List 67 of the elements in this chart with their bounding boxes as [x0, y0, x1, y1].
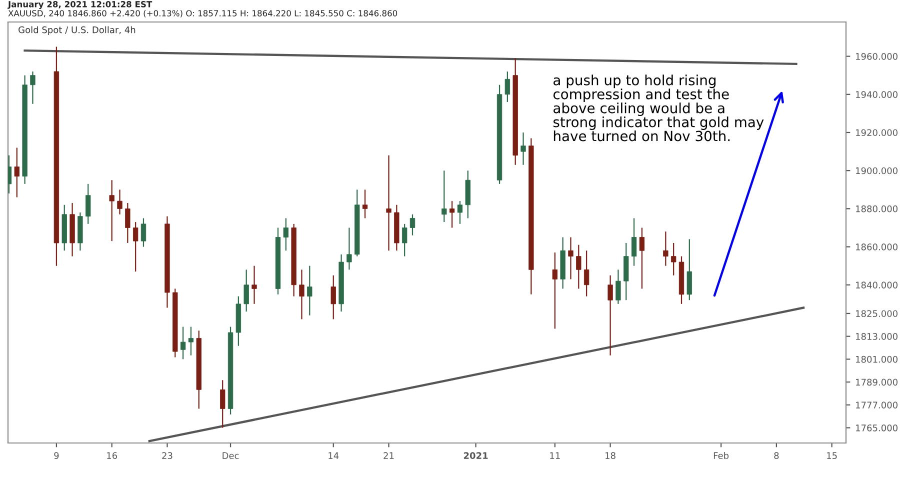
- x-tick-label: 16: [107, 452, 118, 460]
- x-tick-label: 8: [774, 452, 779, 460]
- candlestick: [568, 236, 574, 280]
- candlestick: [180, 326, 186, 360]
- y-tick-label: 1920.000: [856, 129, 898, 136]
- y-tick-label: 1777.000: [856, 402, 898, 408]
- y-tick-label: 1813.000: [856, 333, 898, 340]
- chart-subtitle: XAUUSD, 240 1846.860 +2.420 (+0.13%) O: 1857.115 H: 1864.220 L: 1845.550 C: 1846.860: [8, 10, 398, 18]
- candlestick: [608, 274, 613, 356]
- candlestick: [584, 250, 590, 297]
- text: January 28, 2021 12:01:28 EST: [8, 1, 152, 10]
- candlestick: [410, 214, 416, 236]
- y-tick-label: 1840.000: [856, 282, 898, 288]
- candlestick: [132, 221, 138, 272]
- candlestick: [30, 70, 36, 104]
- chart-title: Gold Spot / U.S. Dollar, 4h: [18, 26, 136, 35]
- candlestick: [307, 265, 312, 316]
- x-tick-label: 21: [384, 452, 394, 459]
- candlestick: [188, 326, 194, 356]
- candlestick: [386, 154, 392, 252]
- candlestick: [631, 218, 637, 266]
- candlestick: [362, 189, 368, 219]
- candlestick: [671, 242, 676, 276]
- candlestick: [552, 252, 558, 330]
- candlestick: [442, 170, 447, 223]
- x-tick-label: 18: [606, 452, 616, 460]
- candlestick: [346, 227, 352, 270]
- candlestick: [504, 70, 510, 103]
- candlestick: [449, 200, 455, 228]
- x-tick-label: 23: [162, 452, 172, 460]
- candlestick: [125, 202, 130, 244]
- candlestick: [663, 230, 668, 266]
- candlestick: [283, 218, 288, 252]
- candlestick: [616, 269, 621, 304]
- candlestick: [86, 183, 91, 224]
- y-tick-label: 1801.000: [856, 356, 898, 363]
- candlestick: [14, 147, 20, 198]
- y-tick-label: 1960.000: [856, 53, 898, 60]
- y-tick-label: 1900.000: [856, 167, 898, 174]
- candlestick: [457, 200, 463, 224]
- candlestick: [140, 218, 146, 248]
- candlestick: [686, 238, 692, 301]
- candlestick: [220, 380, 226, 428]
- y-tick-label: 1940.000: [856, 91, 898, 98]
- x-tick-label: 2021: [464, 452, 488, 460]
- x-tick-label: 9: [54, 452, 59, 460]
- y-tick-label: 1860.000: [856, 244, 898, 250]
- candlestick: [576, 244, 582, 290]
- candlestick: [244, 269, 249, 312]
- annotation: a push up to hold rising compression and test the above ceiling would be a strong indicator that gold may have turned on Nov 30th.: [553, 74, 764, 142]
- candlestick: [117, 189, 122, 215]
- candlestick: [109, 180, 114, 242]
- candlestick: [299, 269, 304, 320]
- y-tick-label: 1880.000: [856, 205, 898, 212]
- candlestick: [639, 227, 645, 290]
- x-tick-label: 14: [328, 452, 339, 459]
- candlestick: [520, 132, 526, 166]
- y-tick-label: 1825.000: [856, 310, 898, 318]
- candlestick: [252, 265, 257, 304]
- candlestick: [330, 274, 336, 320]
- x-tick-label: 15: [827, 452, 837, 460]
- x-tick-label: 11: [550, 452, 560, 459]
- x-tick-label: Feb: [714, 452, 729, 460]
- candlestick: [402, 223, 408, 257]
- y-tick-label: 1765.000: [856, 424, 898, 432]
- y-tick-label: 1789.000: [856, 378, 898, 386]
- x-tick-label: Dec: [222, 452, 239, 460]
